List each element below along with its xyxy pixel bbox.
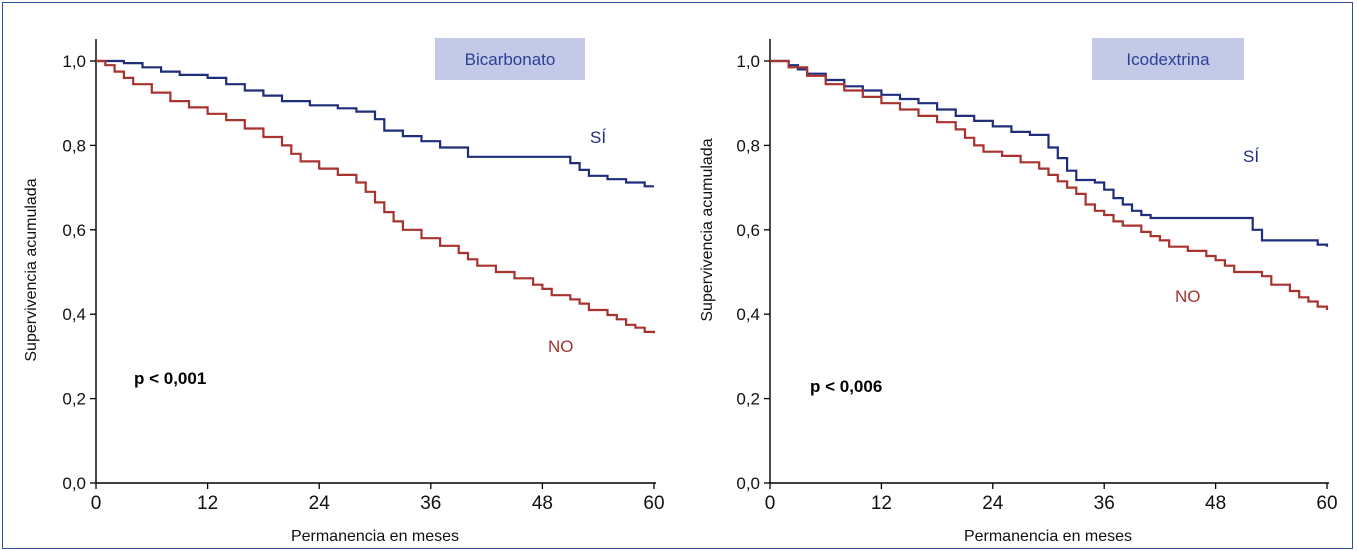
y-tick-label: 0,0 <box>736 474 760 493</box>
x-tick-label: 60 <box>1316 493 1337 514</box>
x-tick-label: 48 <box>532 493 553 514</box>
x-tick-label: 12 <box>197 493 218 514</box>
p-value-annotation: p < 0,001 <box>134 369 206 388</box>
x-axis-label: Permanencia en meses <box>291 528 459 545</box>
series-no-line <box>96 59 656 334</box>
y-axis-label: Supervivencia acumulada <box>699 138 716 321</box>
title-box <box>1092 38 1244 80</box>
x-tick-label: 36 <box>1094 493 1115 514</box>
y-axis-label: Supervivencia acumulada <box>23 178 40 361</box>
y-tick-label: 0,4 <box>736 305 760 324</box>
series-label-no: NO <box>548 337 574 356</box>
chart-1: 0,0 0,2 0,4 0,6 0,8 1,0 0 12 24 36 48 60 Permanencia… <box>23 38 665 545</box>
chart-2: 0,0 0,2 0,4 0,6 0,8 1,0 0 12 24 36 48 60 Permanencia… <box>699 38 1338 545</box>
chart-title: Bicarbonato <box>465 50 556 69</box>
x-tick-label: 36 <box>420 493 441 514</box>
y-tick-label: 0,6 <box>736 221 760 240</box>
y-tick-label: 1,0 <box>62 52 86 71</box>
y-tick-label: 1,0 <box>736 52 760 71</box>
y-tick-label: 0,8 <box>62 136 86 155</box>
x-tick-label: 48 <box>1205 493 1226 514</box>
series-si-line <box>770 59 1329 247</box>
series-label-no: NO <box>1175 287 1201 306</box>
series-si-line <box>96 59 654 188</box>
series-label-si: SÍ <box>1243 147 1259 166</box>
series-no-line <box>770 59 1329 310</box>
y-tick-label: 0,6 <box>62 221 86 240</box>
x-tick-label: 24 <box>309 493 331 514</box>
x-tick-label: 0 <box>765 493 776 514</box>
title-box <box>435 38 585 80</box>
x-tick-label: 0 <box>91 493 102 514</box>
series-label-si: SÍ <box>590 128 606 147</box>
x-tick-label: 60 <box>643 493 664 514</box>
x-axis-label: Permanencia en meses <box>964 528 1132 545</box>
chart-title: Icodextrina <box>1126 50 1210 69</box>
y-tick-label: 0,8 <box>736 136 760 155</box>
x-tick-label: 12 <box>871 493 892 514</box>
y-tick-label: 0,2 <box>736 390 760 409</box>
y-tick-label: 0,0 <box>62 474 86 493</box>
y-tick-label: 0,2 <box>62 390 86 409</box>
x-tick-label: 24 <box>982 493 1004 514</box>
p-value-annotation: p < 0,006 <box>810 377 882 396</box>
y-tick-label: 0,4 <box>62 305 86 324</box>
